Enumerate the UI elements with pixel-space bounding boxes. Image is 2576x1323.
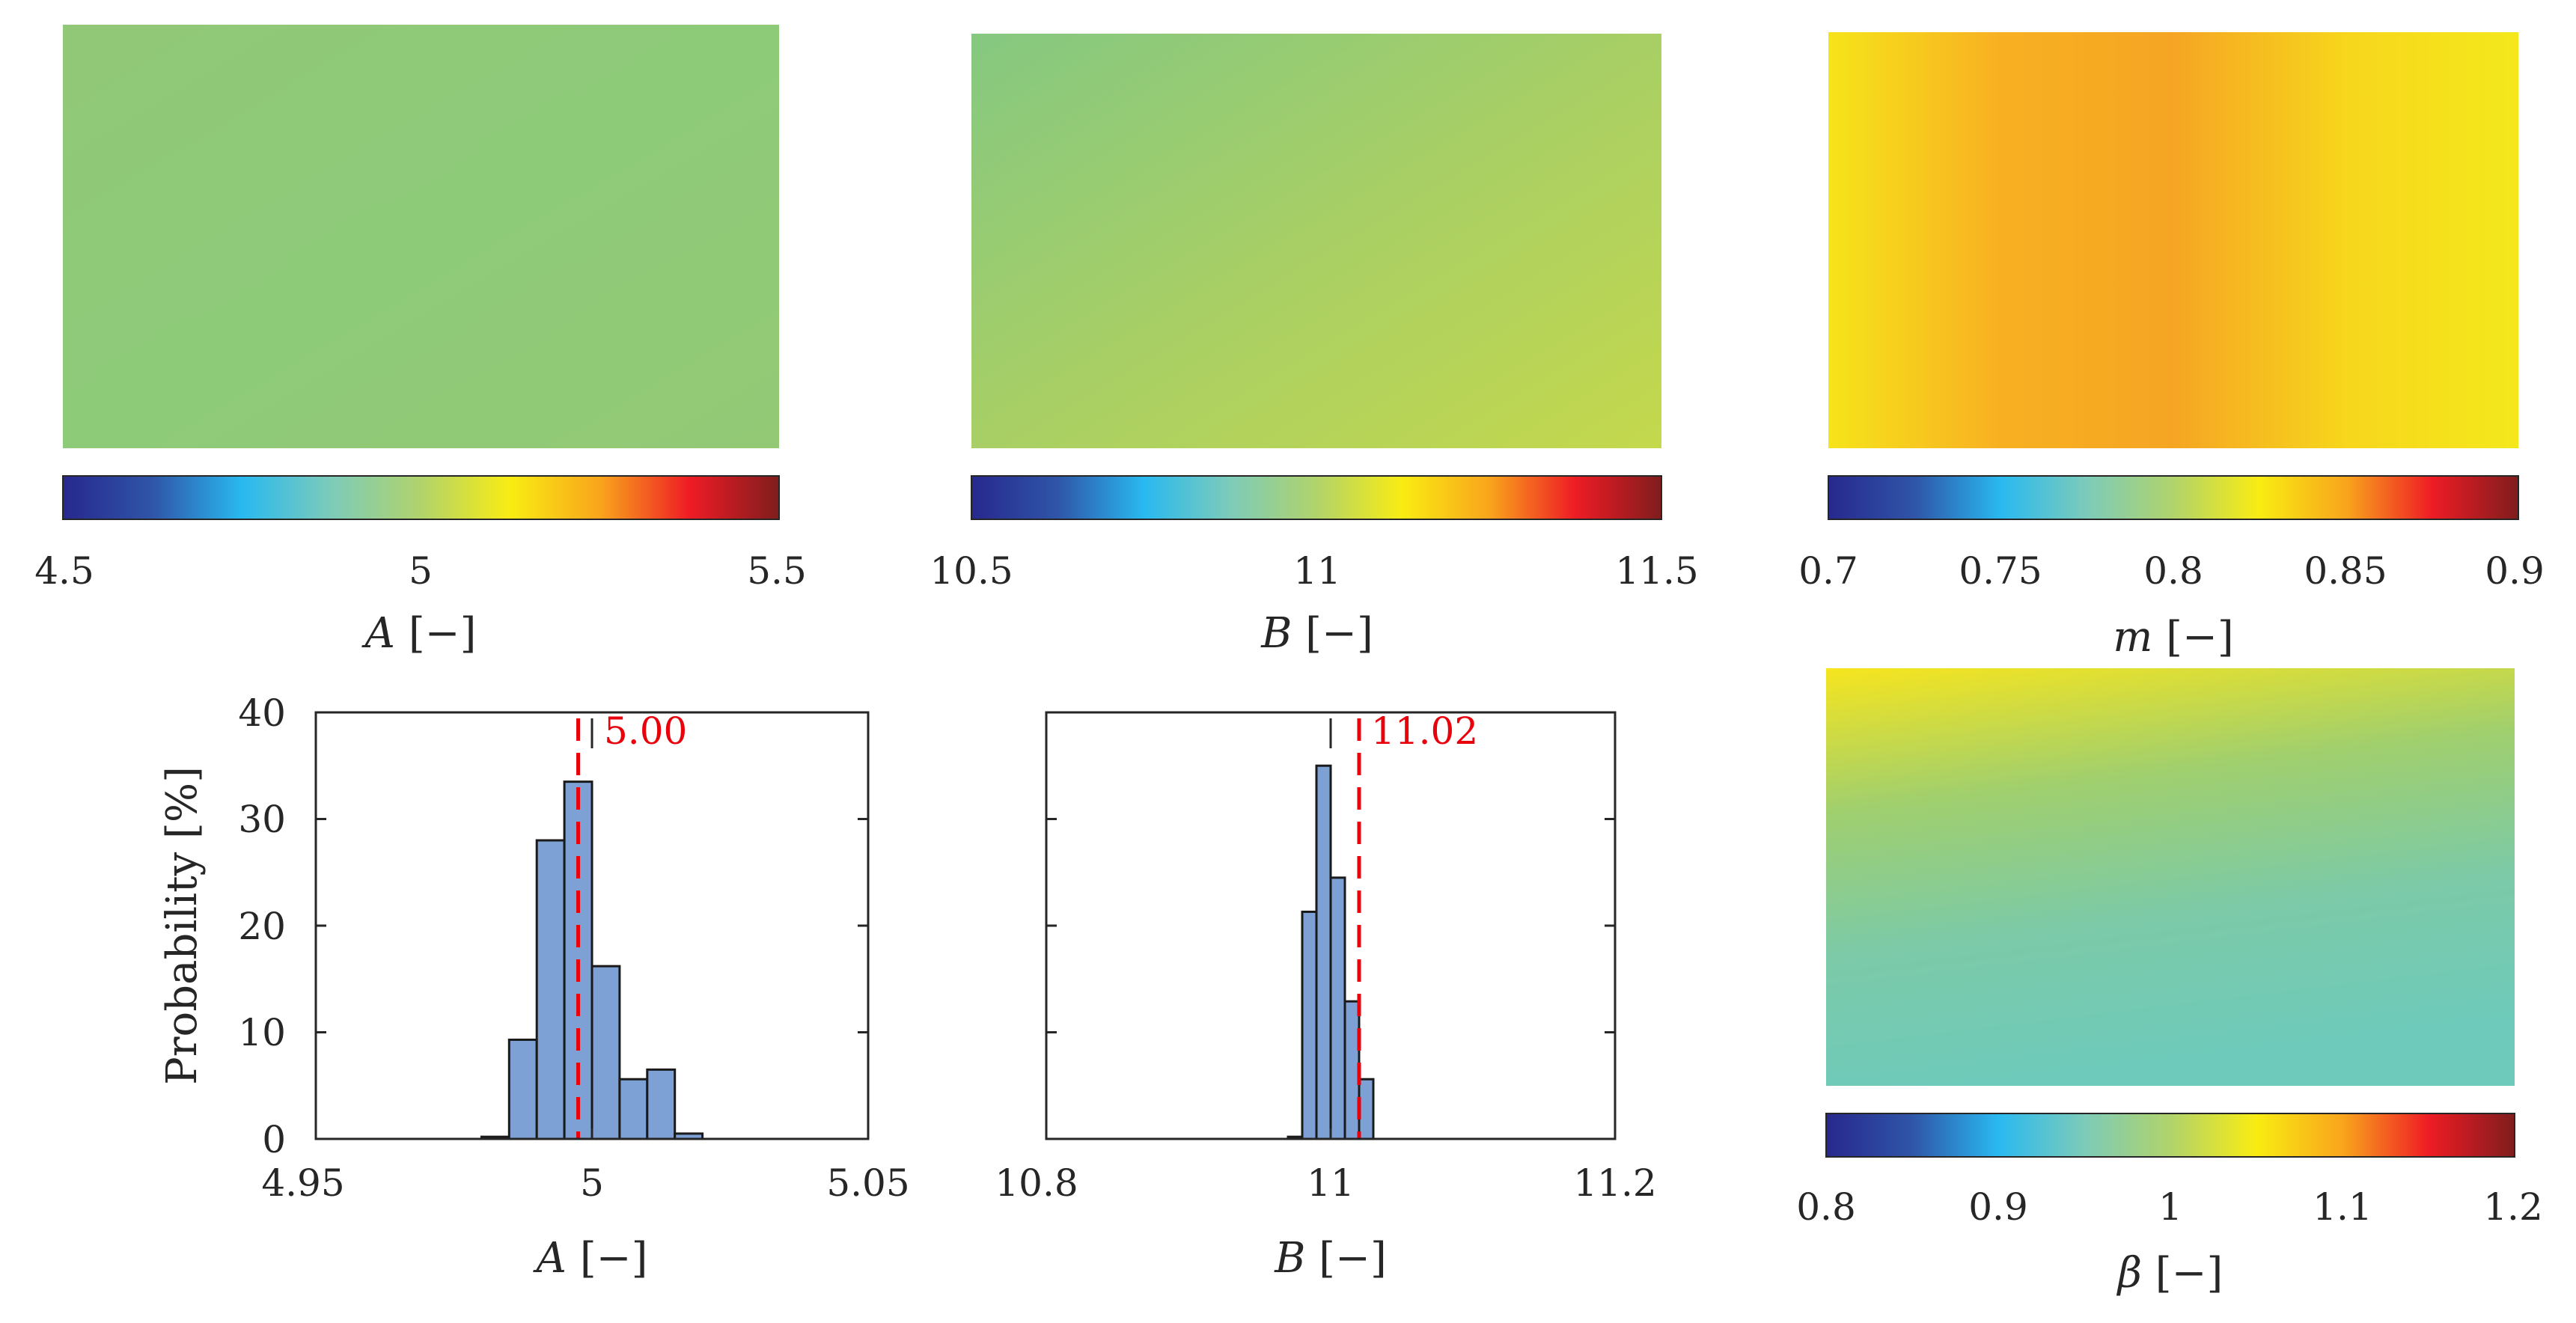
colorbar-a-tick: 5.5 [747, 549, 807, 593]
colorbar-m [1828, 475, 2519, 520]
colorbar-beta-tick: 1.1 [2313, 1185, 2372, 1229]
x-tick-label: 5.05 [826, 1161, 909, 1205]
colorbar-beta-tick: 1 [2158, 1185, 2182, 1229]
histogram-bar [1315, 764, 1332, 1140]
histogram-bar [590, 965, 621, 1140]
y-tick-label: 40 [238, 691, 286, 735]
colorbar-m-label: m [−] [2113, 613, 2234, 662]
colorbar-m-tick: 0.7 [1798, 549, 1858, 593]
x-axis-label: B [−] [1274, 1234, 1387, 1283]
colorbar-b [971, 475, 1662, 520]
x-tick-label: 10.8 [995, 1161, 1078, 1205]
y-tick-label: 10 [238, 1011, 286, 1054]
colorbar-b-tick: 11.5 [1615, 549, 1698, 593]
x-tick-label: 11.2 [1573, 1161, 1656, 1205]
field-map-m [1828, 32, 2518, 448]
y-tick-label: 30 [238, 798, 286, 841]
y-tick-label: 0 [262, 1118, 286, 1161]
colorbar-m-tick: 0.85 [2304, 549, 2387, 593]
histogram-bar [507, 1038, 538, 1140]
map-panel-beta: 0.8 0.9 1 1.1 1.2 β [−] [1796, 668, 2543, 1298]
histogram-b: 11.02 10.8 11 11.2 B [−] [995, 709, 1656, 1283]
field-map-a [63, 25, 779, 448]
histogram-bar [1343, 1000, 1361, 1140]
histogram-bar [618, 1078, 649, 1140]
x-tick-label: 4.95 [261, 1161, 344, 1205]
y-axis-label: Probability [%] [158, 766, 207, 1085]
histogram-bar [1329, 876, 1346, 1140]
histogram-a: 5.00 0 10 20 30 40 4.95 5 5.05 Probabili… [158, 691, 910, 1283]
field-map-b [971, 34, 1661, 448]
colorbar-beta-tick: 0.9 [1968, 1185, 2028, 1229]
y-tick-label: 20 [238, 905, 286, 948]
mean-label: 5.00 [604, 709, 687, 753]
colorbar-a-tick: 5 [409, 549, 433, 593]
colorbar-m-tick: 0.8 [2143, 549, 2203, 593]
colorbar-b-label: B [−] [1260, 609, 1373, 658]
histogram-bar [1301, 910, 1318, 1140]
x-tick-label: 11 [1307, 1161, 1355, 1205]
colorbar-beta [1825, 1113, 2515, 1158]
colorbar-b-tick: 11 [1293, 549, 1341, 593]
map-panel-m: 0.7 0.75 0.8 0.85 0.9 m [−] [1798, 32, 2545, 662]
colorbar-beta-tick: 1.2 [2483, 1185, 2543, 1229]
colorbar-b-tick: 10.5 [930, 549, 1013, 593]
colorbar-a-tick: 4.5 [34, 549, 94, 593]
colorbar-beta-label: β [−] [2116, 1249, 2224, 1298]
colorbar-a [62, 475, 780, 520]
map-panel-a: 4.5 5 5.5 A [−] [34, 25, 807, 658]
colorbar-beta-tick: 0.8 [1796, 1185, 1856, 1229]
colorbar-m-tick: 0.9 [2485, 549, 2545, 593]
histogram-bar [646, 1068, 677, 1140]
mean-label: 11.02 [1371, 709, 1478, 753]
colorbar-a-label: A [−] [361, 609, 477, 658]
x-tick-label: 5 [580, 1161, 604, 1205]
map-panel-b: 10.5 11 11.5 B [−] [930, 34, 1699, 658]
histogram-bar [1358, 1078, 1375, 1140]
field-map-beta [1826, 668, 2515, 1086]
x-axis-label: A [−] [533, 1234, 648, 1283]
colorbar-m-tick: 0.75 [1959, 549, 2042, 593]
histogram-bar [535, 839, 566, 1140]
